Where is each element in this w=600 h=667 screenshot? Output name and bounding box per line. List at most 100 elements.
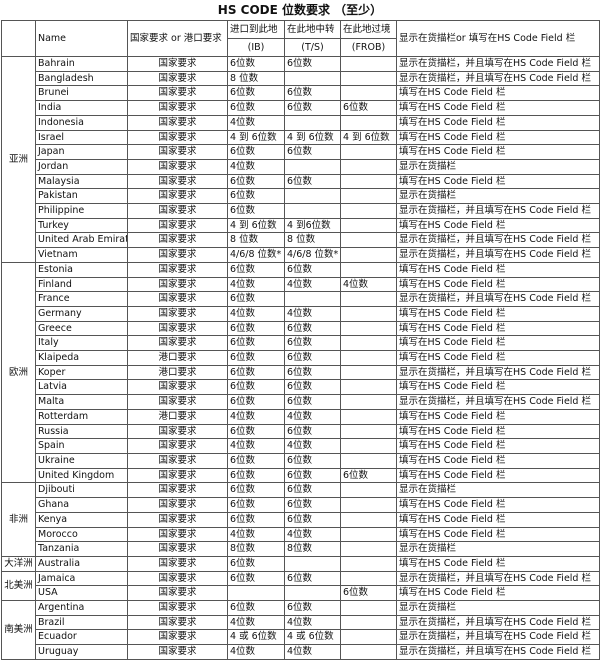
cell: 港口要求 (127, 364, 228, 381)
cell (340, 555, 397, 572)
cell: France (35, 291, 128, 307)
cell: 国家要求 (127, 614, 228, 631)
cell (340, 570, 397, 587)
cell: 6位数 (227, 320, 285, 337)
cell (340, 541, 397, 557)
table-row: 大洋洲 Australia 国家要求 6位数 填写在HS Code Field 栏 (1, 555, 600, 572)
cell: 国家要求 (127, 555, 228, 572)
cell: 显示在货描栏，并且填写在HS Code Field 栏 (396, 203, 600, 219)
cell (340, 158, 397, 175)
cell: 6位数 (340, 467, 397, 484)
cell: 6位数 (284, 320, 341, 337)
cell: Israel (35, 129, 128, 146)
cell: 显示在货描栏，并且填写在HS Code Field 栏 (396, 570, 600, 587)
header-cell: 在此地中转 (284, 20, 341, 39)
cell: Tanzania (35, 541, 128, 557)
cell (340, 335, 397, 352)
table-row: Turkey 国家要求 4 到 6位数 4 到6位数 填写在HS Code Field … (2, 217, 600, 234)
table-row: Ghana 国家要求 6位数 6位数 填写在HS Code Field 栏 (2, 497, 600, 513)
cell: 4 到 6位数 (340, 129, 397, 146)
table-header: Name 国家要求 or 港口要求 进口到此地 在此地中转 在此地过境 显示在货描栏or … (1, 20, 600, 57)
cell (340, 629, 397, 646)
cell (340, 497, 397, 513)
cell: 国家要求 (127, 129, 228, 146)
cell: Turkey (35, 217, 128, 234)
cell (340, 350, 397, 366)
cell: 显示在货描栏，并且填写在HS Code Field 栏 (396, 56, 600, 72)
cell: 显示在货描栏，并且填写在HS Code Field 栏 (396, 614, 600, 631)
cell: 填写在HS Code Field 栏 (396, 85, 600, 102)
cell: Ecuador (35, 629, 128, 646)
cell: Koper (35, 364, 128, 381)
cell: 6位数 (284, 467, 341, 484)
cell (340, 144, 397, 160)
cell: 6位数 (284, 482, 341, 499)
cell: Japan (35, 144, 128, 160)
cell: 港口要求 (127, 350, 228, 366)
table-row: France 国家要求 6位数 显示在货描栏，并且填写在HS Code Field 栏 (2, 291, 600, 307)
cell (340, 247, 397, 263)
cell: 4位数 (284, 305, 341, 322)
cell: 6位数 (227, 570, 285, 587)
cell (340, 614, 397, 631)
cell: 6位数 (227, 350, 285, 366)
table-row: Israel 国家要求 4 到 6位数 4 到 6位数 4 到 6位数 填写在HS Cod… (2, 129, 600, 146)
table-row: United Kingdom 国家要求 6位数 6位数 6位数 填写在HS Code Fi… (2, 467, 600, 484)
cell: 显示在货描栏，并且填写在HS Code Field 栏 (396, 629, 600, 646)
cell: Latvia (35, 379, 128, 396)
cell: 填写在HS Code Field 栏 (396, 129, 600, 146)
cell: Argentina (35, 600, 128, 616)
cell: 6位数 (284, 144, 341, 160)
cell: 显示在货描栏，并且填写在HS Code Field 栏 (396, 364, 600, 381)
cell: 国家要求 (127, 158, 228, 175)
cell (340, 320, 397, 337)
cell: 国家要求 (127, 585, 228, 602)
cell: 6位数 (284, 600, 341, 616)
table-row: Greece 国家要求 6位数 6位数 填写在HS Code Field 栏 (2, 320, 600, 337)
cell: 显示在货描栏，并且填写在HS Code Field 栏 (396, 247, 600, 263)
cell: 6位数 (284, 173, 341, 190)
cell: 6位数 (227, 144, 285, 160)
cell: 国家要求 (127, 261, 228, 278)
cell: 6位数 (284, 56, 341, 72)
cell: 6位数 (227, 511, 285, 528)
cell: 填写在HS Code Field 栏 (396, 276, 600, 293)
cell: 国家要求 (127, 70, 228, 87)
table-row: Koper 港口要求 6位数 6位数 显示在货描栏，并且填写在HS Code Field… (2, 364, 600, 381)
cell (340, 305, 397, 322)
cell (284, 555, 341, 572)
cell: Djibouti (35, 482, 128, 499)
cell: 国家要求 (127, 335, 228, 352)
cell: 显示在货描栏 (396, 482, 600, 499)
table-row: Philippine 国家要求 6位数 显示在货描栏，并且填写在HS Code Fie… (2, 203, 600, 219)
cell: 填写在HS Code Field 栏 (396, 114, 600, 131)
cell: 国家要求 (127, 438, 228, 454)
cell: 6位数 (227, 497, 285, 513)
cell: 填写在HS Code Field 栏 (396, 467, 600, 484)
cell: 6位数 (284, 452, 341, 469)
cell (340, 70, 397, 87)
header-cell: 显示在货描栏or 填写在HS Code Field 栏 (396, 20, 600, 57)
cell: 国家要求 (127, 394, 228, 410)
cell: Finland (35, 276, 128, 293)
table-row: Morocco 国家要求 4位数 4位数 填写在HS Code Field 栏 (2, 526, 600, 543)
header-cell: 国家要求 or 港口要求 (127, 20, 228, 57)
cell: 6位数 (227, 364, 285, 381)
cell: 4位数 (227, 114, 285, 131)
cell: 4位数 (227, 614, 285, 631)
cell (340, 56, 397, 72)
table-row: Ecuador 国家要求 4 或 6位数 4 或 6位数 显示在货描栏，并且填写在HS … (2, 629, 600, 646)
cell (340, 408, 397, 425)
cell: 6位数 (284, 497, 341, 513)
cell: United Kingdom (35, 467, 128, 484)
cell: 4位数 (227, 276, 285, 293)
cell (284, 203, 341, 219)
cell: 6位数 (284, 570, 341, 587)
cell: 国家要求 (127, 203, 228, 219)
cell: 8位数 (284, 541, 341, 557)
cell: Malta (35, 394, 128, 410)
table-row: Russia 国家要求 6位数 6位数 填写在HS Code Field 栏 (2, 423, 600, 440)
region-cell: 南美洲 (1, 600, 36, 660)
cell: 6位数 (227, 394, 285, 410)
cell: 国家要求 (127, 320, 228, 337)
